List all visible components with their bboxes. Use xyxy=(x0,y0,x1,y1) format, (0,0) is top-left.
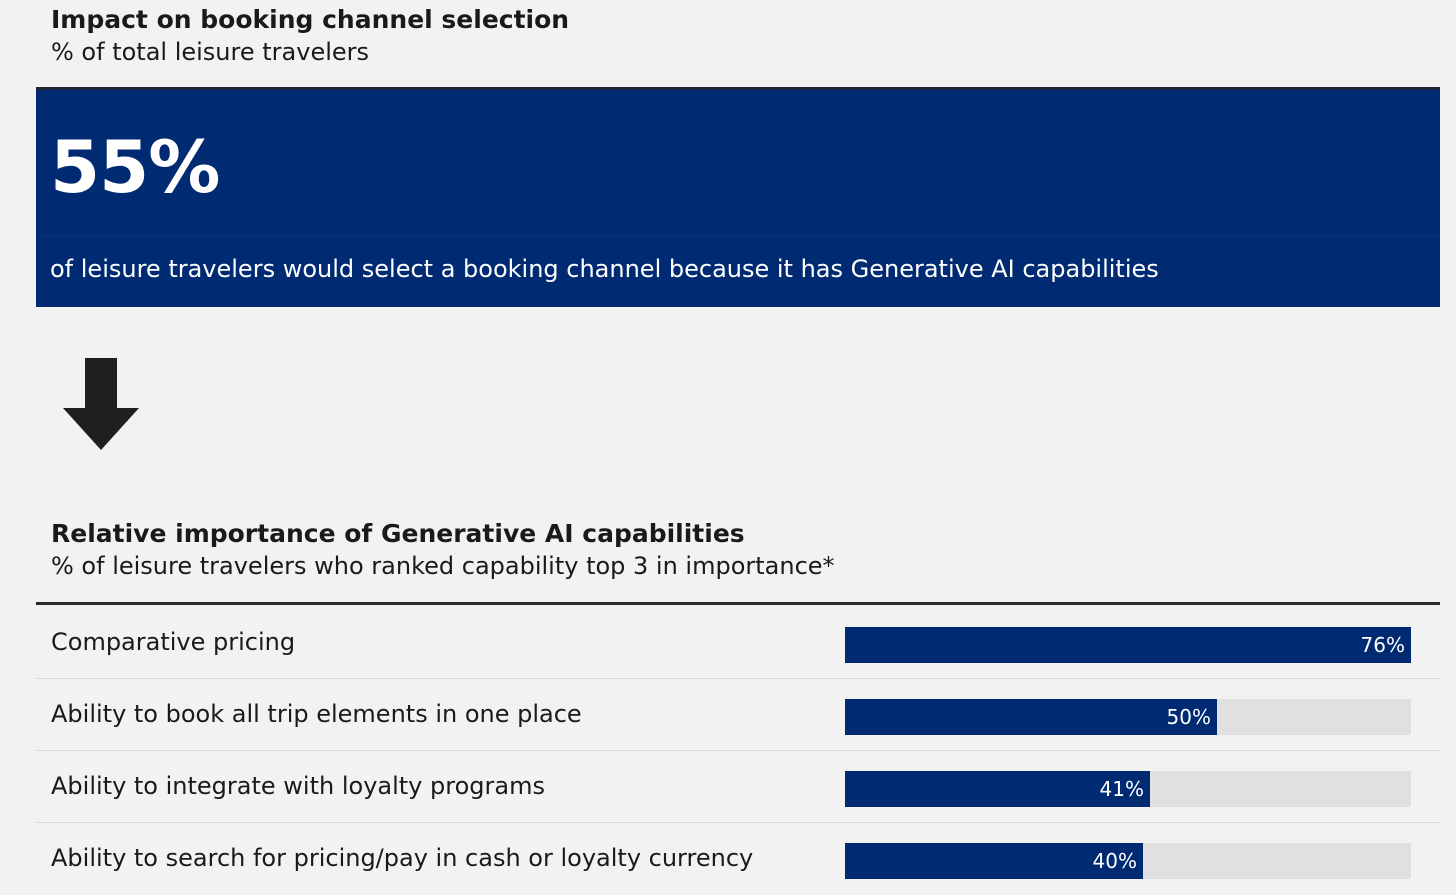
hero-panel: 55% of leisure travelers would select a … xyxy=(36,87,1440,307)
bar: 76% xyxy=(845,627,1411,663)
bar-category-label: Ability to book all trip elements in one… xyxy=(51,700,582,728)
row-divider xyxy=(36,678,1440,679)
row-divider xyxy=(36,822,1440,823)
down-arrow-icon xyxy=(63,358,139,450)
bar-row: Ability to book all trip elements in one… xyxy=(36,679,1440,751)
hero-divider xyxy=(36,235,1440,236)
bar-value-label: 40% xyxy=(1092,849,1137,873)
bar-track: 40% xyxy=(845,843,1411,879)
bar-category-label: Comparative pricing xyxy=(51,628,296,656)
bar: 41% xyxy=(845,771,1150,807)
hero-stat: 55% xyxy=(50,125,220,209)
bar-track: 50% xyxy=(845,699,1411,735)
chart-subtitle: % of leisure travelers who ranked capabi… xyxy=(51,552,835,580)
bar-row: Ability to integrate with loyalty progra… xyxy=(36,751,1440,823)
bar-category-label: Ability to integrate with loyalty progra… xyxy=(51,772,545,800)
hero-text: of leisure travelers would select a book… xyxy=(50,255,1159,283)
bar-track: 41% xyxy=(845,771,1411,807)
bar: 40% xyxy=(845,843,1143,879)
page-title: Impact on booking channel selection xyxy=(51,5,570,34)
page-subtitle: % of total leisure travelers xyxy=(51,38,370,66)
bar-track: 76% xyxy=(845,627,1411,663)
bar-value-label: 50% xyxy=(1166,705,1211,729)
chart-title: Relative importance of Generative AI cap… xyxy=(51,519,745,548)
bar-category-label: Ability to search for pricing/pay in cas… xyxy=(51,844,754,872)
bar: 50% xyxy=(845,699,1217,735)
row-divider xyxy=(36,750,1440,751)
bar-value-label: 41% xyxy=(1099,777,1144,801)
bar-row: Comparative pricing 76% xyxy=(36,607,1440,679)
bar-value-label: 76% xyxy=(1360,633,1405,657)
bar-row: Ability to search for pricing/pay in cas… xyxy=(36,823,1440,895)
chart-header: Relative importance of Generative AI cap… xyxy=(51,518,835,583)
chart-rule xyxy=(36,602,1440,605)
header: Impact on booking channel selection % of… xyxy=(51,4,569,69)
